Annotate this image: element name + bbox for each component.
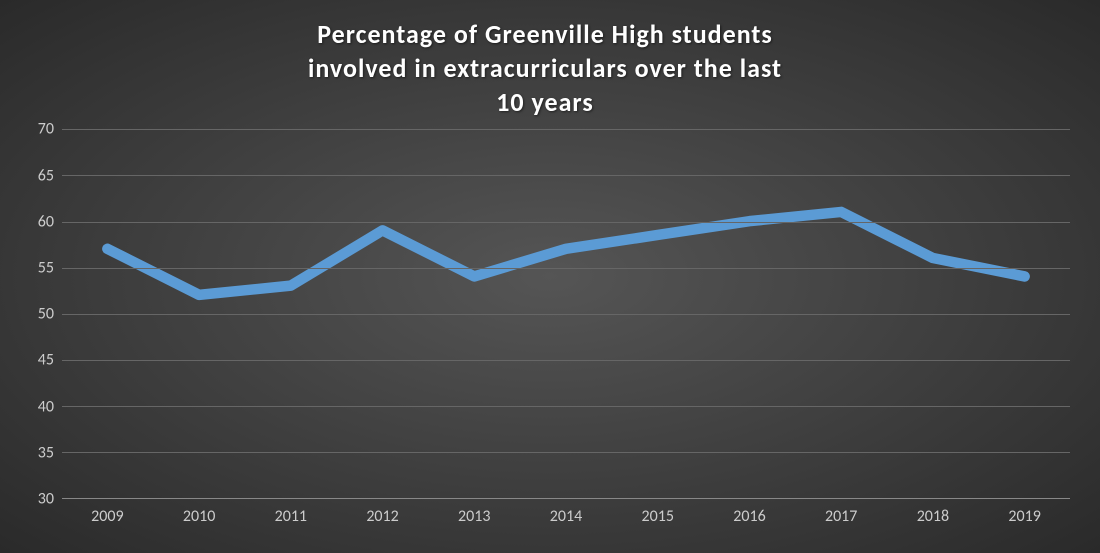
gridline: [62, 452, 1070, 453]
y-tick-label: 30: [38, 490, 54, 509]
plot-row: 303540455055606570: [20, 129, 1070, 499]
x-tick-label: 2015: [642, 507, 674, 526]
x-axis: 2009 2010 2011 2012 2013 2014 2015 2016 2017 2018…: [62, 499, 1070, 533]
plot-area: [62, 129, 1070, 499]
data-line: [107, 212, 1024, 295]
chart-container: Percentage of Greenville High studentsin…: [0, 0, 1100, 553]
chart-title-line: 10 years: [60, 86, 1030, 120]
gridline: [62, 360, 1070, 361]
x-tick-label: 2016: [733, 507, 765, 526]
y-tick-label: 70: [38, 120, 54, 139]
y-tick-label: 40: [38, 397, 54, 416]
x-tick-label: 2019: [1008, 507, 1040, 526]
x-tick-label: 2010: [183, 507, 215, 526]
gridline: [62, 129, 1070, 130]
y-tick-label: 35: [38, 443, 54, 462]
y-tick-label: 55: [38, 258, 54, 277]
chart-title-line: involved in extracurriculars over the la…: [60, 52, 1030, 86]
y-tick-label: 65: [38, 166, 54, 185]
x-tick-label: 2009: [91, 507, 123, 526]
gridline: [62, 314, 1070, 315]
gridline: [62, 406, 1070, 407]
y-axis: 303540455055606570: [20, 129, 62, 499]
gridline: [62, 175, 1070, 176]
y-tick-label: 60: [38, 212, 54, 231]
x-tick-label: 2013: [458, 507, 490, 526]
chart-title-line: Percentage of Greenville High students: [60, 18, 1030, 52]
plot-wrap: 303540455055606570 200920102011201220132…: [20, 129, 1070, 533]
x-tick-label: 2011: [275, 507, 307, 526]
gridline: [62, 222, 1070, 223]
y-tick-label: 50: [38, 305, 54, 324]
x-tick-label: 2012: [366, 507, 398, 526]
x-tick-label: 2014: [550, 507, 582, 526]
y-tick-label: 45: [38, 351, 54, 370]
x-axis-row: 2009 2010 2011 2012 2013 2014 2015 2016 2017 2018…: [20, 499, 1070, 533]
chart-title: Percentage of Greenville High studentsin…: [20, 18, 1070, 129]
gridline: [62, 268, 1070, 269]
x-tick-label: 2017: [825, 507, 857, 526]
x-tick-label: 2018: [917, 507, 949, 526]
